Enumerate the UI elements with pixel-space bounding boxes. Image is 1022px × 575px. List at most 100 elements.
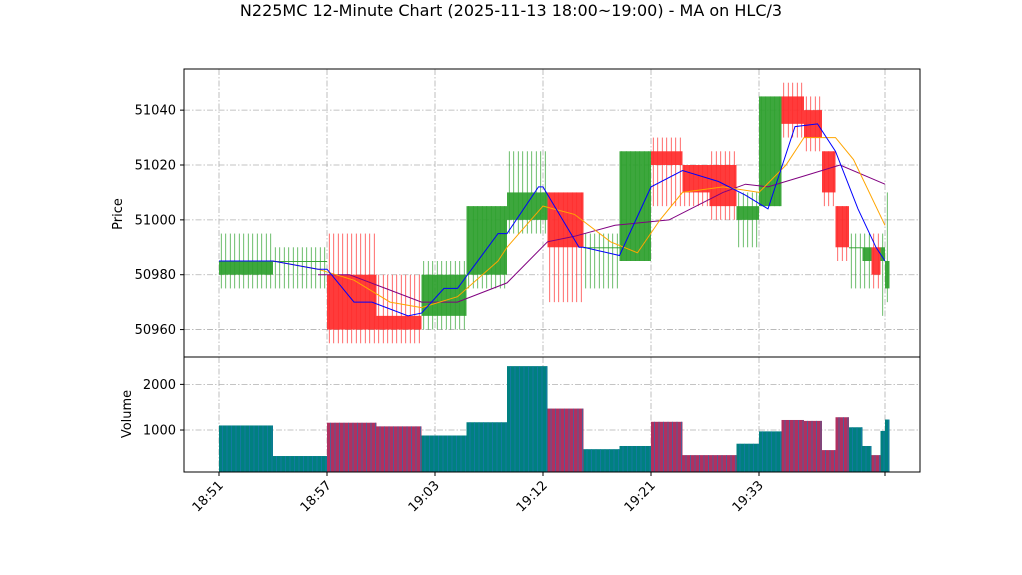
time-tick-label: 19:03	[406, 478, 443, 515]
volume-bar-fill	[466, 422, 507, 472]
time-tick-label: 18:51	[190, 478, 227, 515]
candle-body	[273, 261, 327, 262]
ma-slow-line	[318, 164, 886, 303]
volume-bar	[862, 445, 872, 472]
candle-body	[547, 192, 584, 248]
volume-bar-fill	[273, 456, 327, 472]
volume-bar	[651, 421, 683, 472]
candle	[804, 96, 822, 152]
candle	[619, 151, 651, 261]
time-tick-label: 19:33	[730, 478, 767, 515]
volume-bar-fill	[709, 455, 737, 472]
volume-bar	[583, 449, 620, 472]
candle-body	[835, 206, 849, 248]
ma-mid-line	[272, 137, 886, 309]
volume-bar-fill	[421, 435, 467, 472]
candle	[376, 274, 422, 344]
price-candles	[219, 82, 890, 344]
volume-tick-label: 2000	[143, 378, 176, 393]
candle	[871, 233, 881, 289]
price-y-axis: 50960 50980 51000 51020 51040	[135, 104, 184, 338]
volume-bar-fill	[619, 445, 651, 472]
volume-bar-fill	[849, 427, 863, 472]
volume-bar-fill	[583, 449, 620, 472]
volume-bar	[619, 445, 651, 472]
candle-body	[619, 151, 651, 261]
candle	[507, 151, 548, 234]
volume-bar-fill	[835, 417, 849, 472]
candle	[709, 151, 737, 220]
candle	[849, 233, 863, 289]
candle	[583, 233, 620, 289]
candle	[822, 151, 836, 207]
moving-averages	[219, 123, 886, 317]
candle-body	[376, 315, 422, 330]
candle-body	[862, 247, 872, 261]
volume-bar-fill	[219, 425, 273, 472]
candle	[327, 233, 377, 344]
candle	[651, 137, 683, 207]
candle-body	[804, 110, 822, 138]
volume-tick-label: 1000	[143, 424, 176, 439]
candle-body	[466, 206, 507, 275]
price-tick-label: 51040	[135, 104, 176, 119]
price-tick-label: 51020	[135, 159, 176, 174]
ma-fast-line	[219, 123, 886, 317]
candle-body	[507, 192, 548, 220]
volume-bar	[421, 435, 467, 472]
volume-bar	[547, 408, 584, 472]
volume-bar	[376, 426, 422, 472]
candle-body	[682, 165, 710, 193]
candle-body	[219, 261, 273, 275]
candle	[273, 247, 327, 289]
volume-bar-fill	[822, 450, 836, 472]
chart-title: N225MC 12-Minute Chart (2025-11-13 18:00…	[239, 1, 783, 20]
candle-body	[871, 247, 881, 275]
volume-bar	[871, 455, 881, 472]
candle-body	[736, 206, 759, 220]
price-axis-label: Price	[111, 198, 126, 230]
candle-body	[822, 151, 836, 193]
volume-bar-fill	[682, 455, 710, 472]
volume-bar	[849, 427, 863, 472]
volume-bar-fill	[327, 422, 377, 472]
candle-body	[583, 247, 620, 249]
candle	[880, 233, 885, 316]
volume-bar	[327, 422, 377, 472]
volume-bar	[822, 450, 836, 472]
volume-bar-fill	[376, 426, 422, 472]
volume-bar-fill	[862, 445, 872, 472]
volume-bar-fill	[871, 455, 881, 472]
time-tick-label: 19:12	[514, 478, 551, 515]
volume-bar	[880, 430, 885, 472]
candle-body	[781, 96, 804, 124]
candle	[835, 206, 849, 261]
candle-body	[885, 261, 890, 289]
volume-bar	[781, 419, 804, 472]
volume-bar	[835, 417, 849, 472]
candle	[759, 96, 782, 207]
volume-bar	[759, 431, 782, 472]
volume-bar	[682, 455, 710, 472]
price-tick-label: 51000	[135, 213, 176, 228]
candle	[466, 206, 507, 289]
candle-body	[849, 247, 863, 249]
candle-body	[709, 165, 737, 207]
volume-bar-fill	[804, 420, 822, 472]
candle	[736, 192, 759, 248]
volume-bar	[885, 419, 890, 472]
volume-bar-fill	[547, 408, 584, 472]
volume-bar	[466, 422, 507, 472]
candle-body	[759, 96, 782, 207]
volume-bar	[507, 366, 548, 472]
candle-body	[651, 151, 683, 165]
price-tick-label: 50960	[135, 323, 176, 338]
volume-axis-label: Volume	[120, 390, 135, 438]
candle	[885, 192, 890, 303]
price-tick-label: 50980	[135, 268, 176, 283]
volume-panel-frame	[183, 356, 921, 473]
time-tick-label: 19:21	[622, 478, 659, 515]
volume-bar	[709, 455, 737, 472]
volume-bar	[219, 425, 273, 472]
